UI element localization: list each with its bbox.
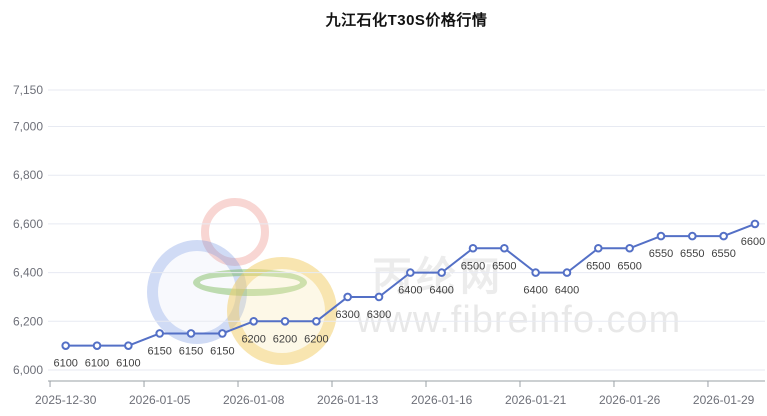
data-point[interactable] [61,341,70,350]
data-point[interactable] [124,341,133,350]
x-axis-tick-label: 2026-01-13 [317,393,379,407]
data-point[interactable] [249,317,258,326]
data-point[interactable] [594,243,603,253]
point-value-label: 6300 [335,309,359,321]
data-point[interactable] [92,341,102,350]
point-value-label: 6100 [53,358,77,370]
data-point[interactable] [374,292,384,302]
x-axis-tick-label: 2025-12-30 [35,393,97,407]
data-point[interactable] [437,268,446,277]
data-point[interactable] [656,231,666,241]
x-axis-tick-label: 2026-01-29 [693,393,755,407]
data-point[interactable] [625,243,634,253]
data-point[interactable] [500,243,509,253]
data-point[interactable] [280,317,290,326]
point-value-label: 6200 [241,333,265,345]
data-point[interactable] [531,268,540,277]
y-axis-tick-label: 6,400 [13,266,43,280]
point-value-label: 6500 [617,260,641,272]
data-point[interactable] [218,329,227,338]
point-value-label: 6400 [523,285,547,297]
point-value-label: 6550 [649,248,673,260]
x-axis-tick-label: 2026-01-26 [599,393,661,407]
point-value-label: 6200 [273,333,297,345]
point-value-label: 6500 [492,260,516,272]
point-value-label: 6550 [680,248,704,260]
point-value-label: 6100 [116,358,140,370]
data-point[interactable] [750,219,760,229]
point-value-label: 6500 [586,260,610,272]
y-axis-tick-label: 6,600 [13,217,43,231]
point-value-label: 6400 [429,285,453,297]
point-value-label: 6600 [741,236,765,248]
point-value-label: 6100 [85,358,109,370]
y-axis-tick-label: 7,150 [13,83,43,97]
y-axis-tick-label: 6,000 [13,363,43,377]
x-axis-tick-label: 2026-01-08 [223,393,285,407]
point-value-label: 6150 [179,345,203,357]
point-value-label: 6200 [304,333,328,345]
y-axis-tick-label: 7,000 [13,120,43,134]
x-axis-tick-label: 2026-01-05 [129,393,191,407]
point-value-label: 6150 [147,345,171,357]
data-point[interactable] [468,243,478,253]
point-value-label: 6500 [461,260,485,272]
data-point[interactable] [186,329,196,338]
data-point[interactable] [688,231,697,241]
y-axis-tick-label: 6,200 [13,314,43,328]
point-value-label: 6400 [555,285,579,297]
chart-title: 九江石化T30S价格行情 [325,12,488,29]
point-value-label: 6400 [398,285,422,297]
data-point[interactable] [406,268,415,277]
data-point[interactable] [562,268,572,277]
data-point[interactable] [312,317,321,326]
data-point[interactable] [343,292,352,302]
point-value-label: 6300 [367,309,391,321]
x-axis-tick-label: 2026-01-16 [411,393,473,407]
point-value-label: 6550 [711,248,735,260]
point-value-label: 6150 [210,345,234,357]
data-point[interactable] [719,231,728,241]
y-axis-tick-label: 6,800 [13,168,43,182]
x-axis-tick-label: 2026-01-21 [505,393,567,407]
data-point[interactable] [155,329,164,338]
